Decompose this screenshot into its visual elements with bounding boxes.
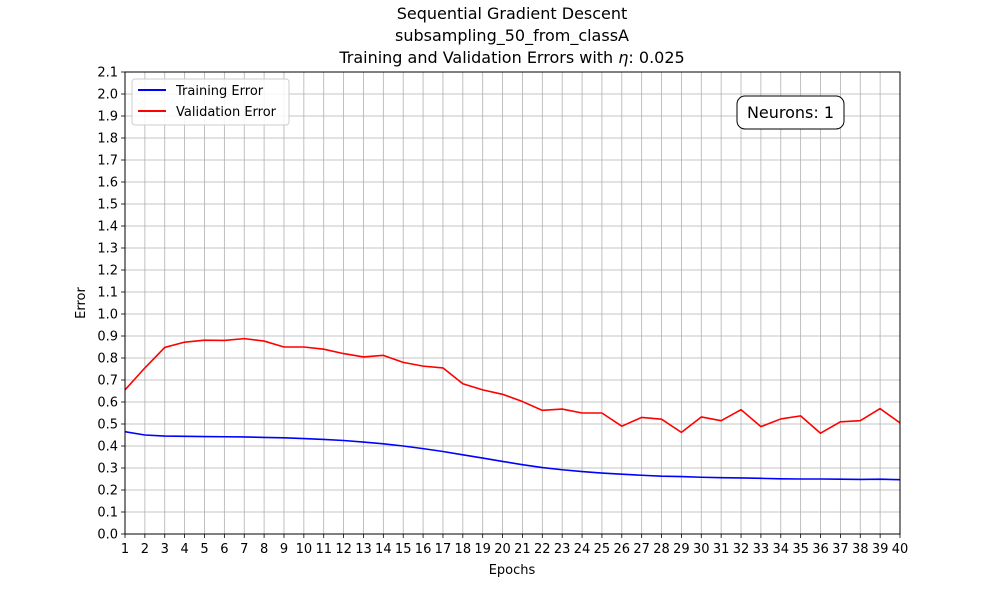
x-tick-label: 4 bbox=[180, 542, 188, 557]
x-tick-label: 14 bbox=[375, 542, 392, 557]
title-suffix: : 0.025 bbox=[628, 48, 684, 67]
legend-box bbox=[131, 78, 290, 126]
x-tick-label: 25 bbox=[594, 542, 611, 557]
y-tick-label: 0.1 bbox=[97, 506, 118, 521]
y-axis-label: Error bbox=[74, 287, 89, 319]
y-tick-label: 2.1 bbox=[97, 66, 118, 81]
x-axis-ticks: 1 2 3 4 5 6 7 8 9 10 11 12 13 14 15 16 17 18 19 20 21 22 23 24 2… bbox=[121, 534, 908, 557]
x-tick-label: 27 bbox=[633, 542, 650, 557]
x-tick-label: 32 bbox=[733, 542, 750, 557]
x-tick-label: 35 bbox=[792, 542, 809, 557]
y-tick-label: 2.0 bbox=[97, 88, 118, 103]
x-tick-label: 6 bbox=[220, 542, 228, 557]
x-tick-label: 8 bbox=[260, 542, 268, 557]
chart-title-line-1: Sequential Gradient Descent bbox=[397, 4, 628, 23]
series-line-training-error bbox=[124, 430, 901, 481]
y-axis-ticks: 0.0 0.1 0.2 0.3 0.4 0.5 0.6 0.7 0.8 0.9 1.0 1.1 1.2 1… bbox=[97, 66, 125, 543]
x-tick-label: 21 bbox=[514, 542, 531, 557]
x-tick-label: 34 bbox=[772, 542, 789, 557]
x-tick-label: 17 bbox=[435, 542, 452, 557]
title-eta-symbol: η bbox=[618, 48, 628, 67]
x-tick-label: 40 bbox=[892, 542, 909, 557]
plot-area-frame bbox=[124, 71, 901, 535]
y-tick-label: 0.7 bbox=[97, 374, 118, 389]
title-prefix: Training and Validation Errors with bbox=[338, 48, 618, 67]
y-tick-label: 0.0 bbox=[97, 528, 118, 543]
y-tick-label: 1.9 bbox=[97, 110, 118, 125]
y-tick-label: 1.5 bbox=[97, 198, 118, 213]
x-tick-label: 13 bbox=[355, 542, 372, 557]
x-tick-label: 26 bbox=[614, 542, 631, 557]
x-tick-label: 24 bbox=[574, 542, 591, 557]
x-tick-label: 2 bbox=[141, 542, 149, 557]
x-tick-label: 36 bbox=[812, 542, 829, 557]
x-tick-label: 1 bbox=[121, 542, 129, 557]
x-tick-label: 38 bbox=[852, 542, 869, 557]
x-tick-label: 5 bbox=[200, 542, 208, 557]
y-tick-label: 0.6 bbox=[97, 396, 118, 411]
y-tick-label: 1.0 bbox=[97, 308, 118, 323]
x-tick-label: 18 bbox=[455, 542, 472, 557]
y-tick-label: 1.1 bbox=[97, 286, 118, 301]
legend: Training Error Validation Error bbox=[131, 78, 290, 126]
y-tick-label: 1.6 bbox=[97, 176, 118, 191]
x-tick-label: 39 bbox=[872, 542, 889, 557]
x-tick-label: 28 bbox=[653, 542, 670, 557]
chart-title-line-3: Training and Validation Errors with η: 0… bbox=[338, 48, 684, 67]
x-tick-label: 23 bbox=[554, 542, 571, 557]
y-tick-label: 1.4 bbox=[97, 220, 118, 235]
series-line-validation-error bbox=[124, 337, 901, 435]
x-tick-label: 11 bbox=[315, 542, 332, 557]
y-tick-label: 0.3 bbox=[97, 462, 118, 477]
x-tick-label: 10 bbox=[296, 542, 313, 557]
annotation-text: Neurons: 1 bbox=[747, 103, 834, 122]
chart-title-line-2: subsampling_50_from_classA bbox=[395, 26, 629, 46]
x-tick-label: 33 bbox=[753, 542, 770, 557]
x-tick-label: 30 bbox=[693, 542, 710, 557]
annotation-box bbox=[736, 95, 845, 130]
x-tick-label: 22 bbox=[534, 542, 551, 557]
x-tick-label: 29 bbox=[673, 542, 690, 557]
legend-label-validation: Validation Error bbox=[176, 105, 277, 120]
neurons-annotation: Neurons: 1 bbox=[736, 95, 845, 130]
x-tick-label: 9 bbox=[280, 542, 288, 557]
x-axis-label: Epochs bbox=[489, 563, 536, 578]
series-layer bbox=[124, 337, 901, 481]
y-tick-label: 0.8 bbox=[97, 352, 118, 367]
y-tick-label: 1.2 bbox=[97, 264, 118, 279]
x-tick-label: 37 bbox=[832, 542, 849, 557]
x-tick-label: 12 bbox=[335, 542, 352, 557]
x-tick-label: 3 bbox=[161, 542, 169, 557]
x-tick-label: 7 bbox=[240, 542, 248, 557]
x-tick-label: 16 bbox=[415, 542, 432, 557]
y-tick-label: 0.2 bbox=[97, 484, 118, 499]
grid bbox=[124, 71, 901, 535]
y-tick-label: 0.5 bbox=[97, 418, 118, 433]
x-tick-label: 19 bbox=[474, 542, 491, 557]
y-tick-label: 1.8 bbox=[97, 132, 118, 147]
x-tick-label: 31 bbox=[713, 542, 730, 557]
legend-label-training: Training Error bbox=[175, 84, 264, 99]
y-tick-label: 1.3 bbox=[97, 242, 118, 257]
x-tick-label: 15 bbox=[395, 542, 412, 557]
y-tick-label: 0.4 bbox=[97, 440, 118, 455]
y-tick-label: 1.7 bbox=[97, 154, 118, 169]
x-tick-label: 20 bbox=[494, 542, 511, 557]
y-tick-label: 0.9 bbox=[97, 330, 118, 345]
